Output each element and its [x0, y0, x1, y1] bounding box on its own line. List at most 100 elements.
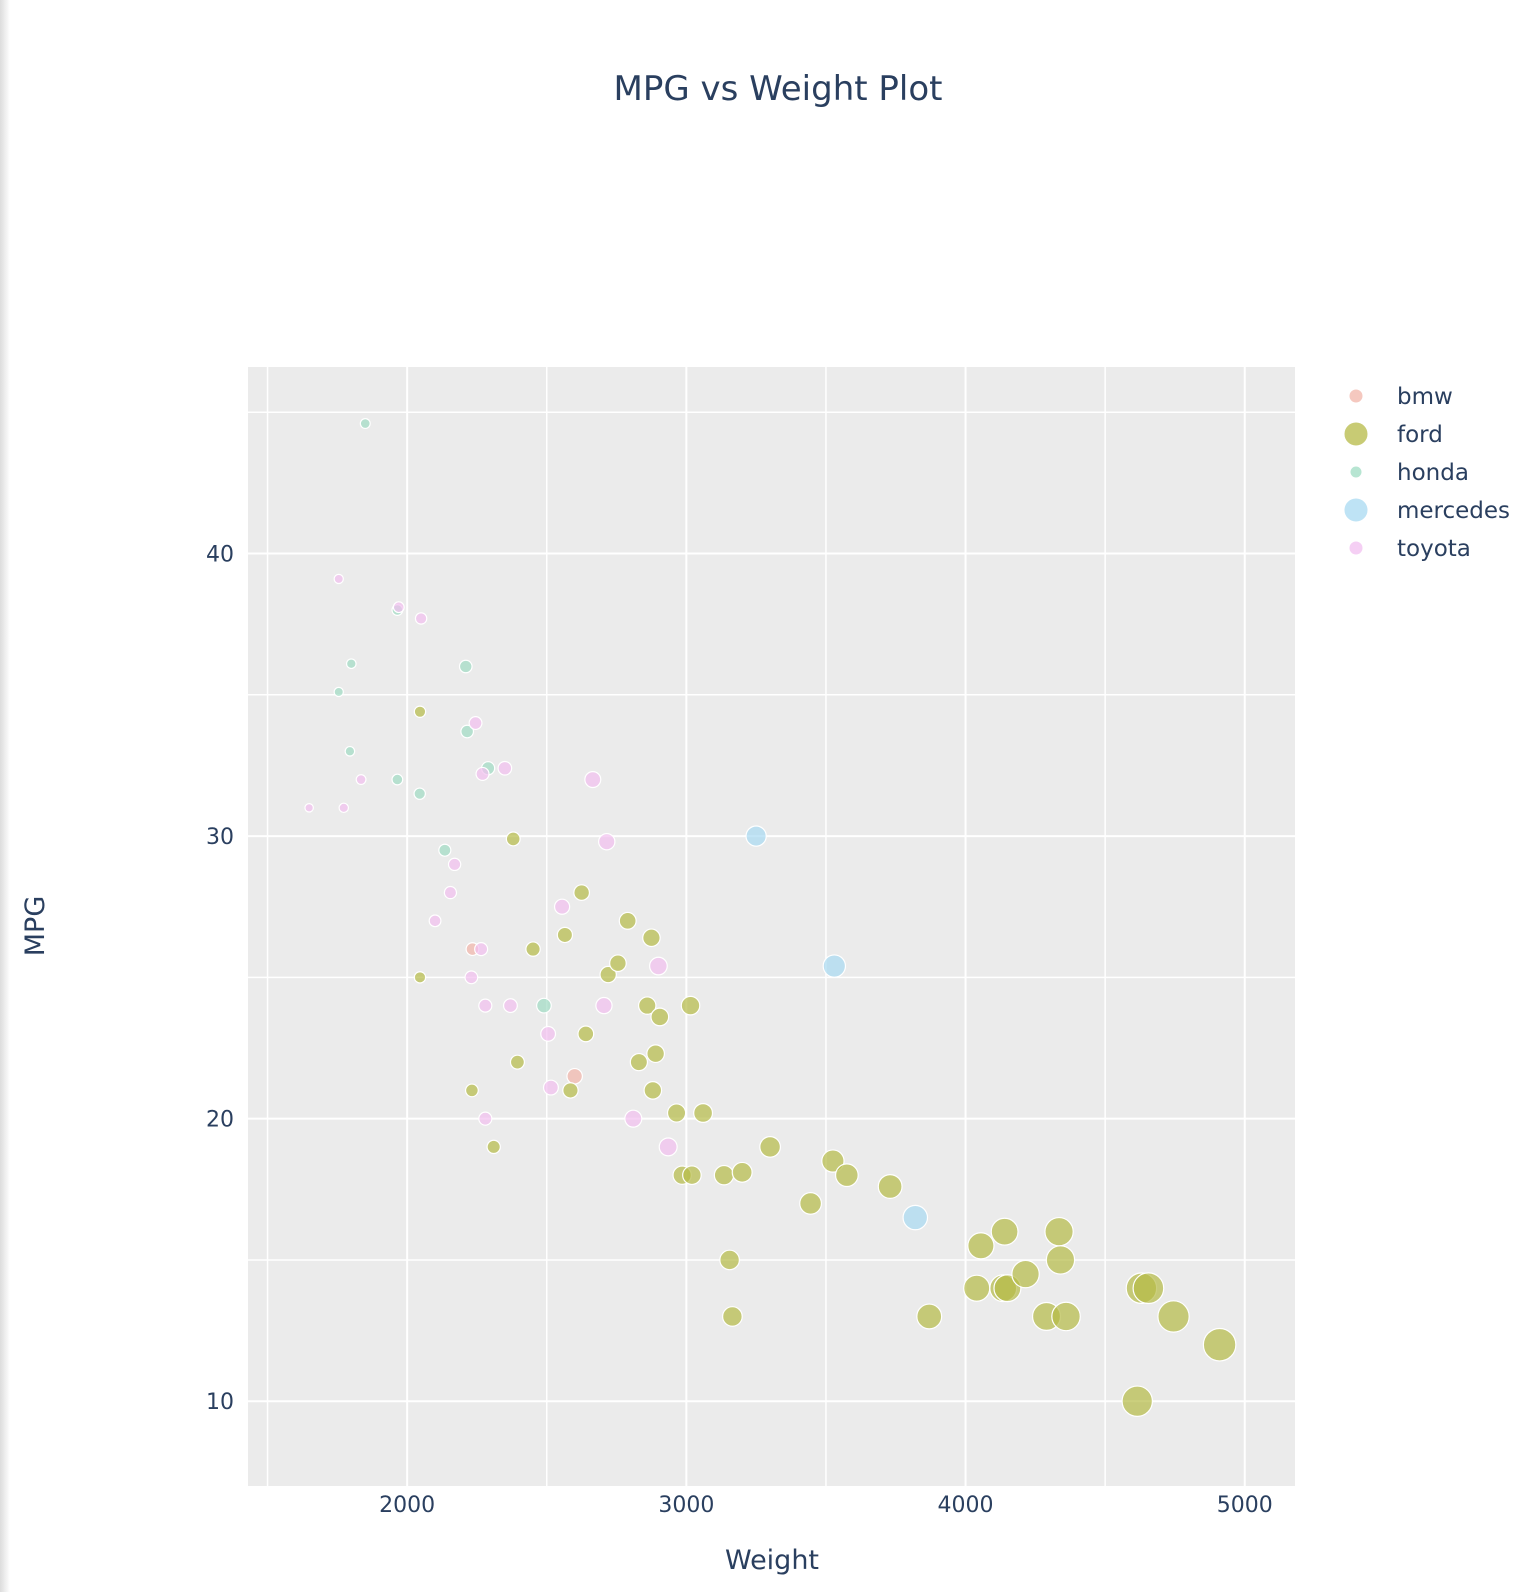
point-honda	[413, 787, 426, 800]
point-ford	[719, 1249, 740, 1271]
legend-marker-bmw	[1348, 388, 1364, 404]
y-tick-label: 20	[206, 1108, 234, 1133]
point-ford	[525, 941, 541, 957]
legend-label-honda: honda	[1397, 460, 1469, 486]
chart-title: MPG vs Weight Plot	[614, 69, 943, 109]
data-points	[304, 417, 1237, 1417]
gridlines	[248, 367, 1295, 1486]
point-toyota	[447, 857, 462, 872]
point-ford	[682, 1165, 702, 1186]
point-ford	[629, 1052, 649, 1072]
point-toyota	[598, 833, 616, 851]
point-ford	[990, 1217, 1019, 1246]
point-toyota	[542, 1079, 559, 1096]
legend-marker-honda	[1349, 465, 1363, 479]
point-ford	[413, 705, 427, 718]
point-toyota	[478, 998, 493, 1013]
point-ford	[413, 971, 427, 984]
legend-label-mercedes: mercedes	[1397, 498, 1510, 524]
point-ford	[1121, 1385, 1154, 1417]
point-honda	[344, 745, 356, 757]
point-ford	[642, 928, 661, 948]
y-tick-label: 30	[206, 825, 234, 850]
point-toyota	[658, 1137, 678, 1157]
legend-marker-toyota	[1348, 540, 1364, 556]
point-toyota	[649, 956, 668, 976]
legend-label-ford: ford	[1397, 422, 1443, 448]
y-axis-ticks: 10 20 30 40	[206, 543, 234, 1416]
point-ford	[799, 1191, 823, 1215]
point-ford	[577, 1025, 595, 1043]
x-tick-label: 2000	[379, 1493, 435, 1518]
point-honda	[333, 686, 344, 698]
point-honda	[458, 659, 473, 674]
point-ford	[609, 954, 627, 973]
point-honda	[359, 417, 371, 430]
point-bmw	[566, 1067, 583, 1085]
point-ford	[599, 965, 617, 984]
point-ford	[646, 1044, 666, 1064]
x-tick-label: 3000	[658, 1493, 714, 1518]
point-ford	[821, 1149, 845, 1173]
point-ford	[731, 1161, 753, 1183]
y-tick-label: 40	[206, 543, 234, 568]
point-honda	[345, 658, 357, 670]
window-left-edge	[0, 0, 10, 1592]
point-ford	[680, 995, 701, 1016]
legend-label-toyota: toyota	[1397, 536, 1471, 562]
point-ford	[1157, 1300, 1190, 1333]
point-ford	[1011, 1259, 1040, 1289]
point-ford	[509, 1054, 525, 1070]
point-ford	[877, 1173, 903, 1199]
point-toyota	[502, 998, 518, 1014]
point-ford	[486, 1139, 501, 1155]
point-mercedes	[902, 1204, 929, 1231]
point-toyota	[595, 996, 613, 1015]
point-ford	[562, 1082, 579, 1099]
point-toyota	[624, 1109, 643, 1128]
point-ford	[1202, 1327, 1237, 1362]
point-ford	[650, 1007, 670, 1027]
point-ford	[666, 1103, 687, 1123]
point-ford	[637, 996, 657, 1015]
point-toyota	[468, 716, 483, 731]
point-ford	[556, 926, 574, 944]
legend-marker-mercedes	[1343, 497, 1369, 523]
x-axis-label: Weight	[725, 1545, 819, 1576]
point-ford	[1132, 1272, 1165, 1305]
point-toyota	[584, 771, 602, 789]
point-honda	[438, 843, 452, 857]
legend: bmw ford honda mercedes toyota	[1343, 384, 1510, 562]
point-toyota	[414, 612, 428, 625]
point-toyota	[304, 803, 314, 813]
x-tick-label: 5000	[1217, 1493, 1273, 1518]
point-ford	[464, 1083, 479, 1098]
y-axis-label: MPG	[20, 896, 51, 957]
legend-marker-ford	[1343, 421, 1369, 447]
point-ford	[967, 1232, 995, 1260]
point-toyota	[478, 1111, 493, 1126]
point-toyota	[428, 914, 442, 928]
x-tick-label: 4000	[938, 1493, 994, 1518]
point-toyota	[464, 970, 479, 985]
point-ford	[1045, 1245, 1076, 1275]
point-ford	[834, 1163, 859, 1188]
point-toyota	[443, 885, 458, 900]
point-toyota	[553, 898, 571, 915]
point-honda	[391, 773, 404, 786]
point-ford	[693, 1102, 714, 1124]
point-ford	[916, 1303, 943, 1330]
point-ford	[505, 831, 521, 847]
y-tick-label: 10	[206, 1390, 234, 1415]
point-ford	[722, 1306, 743, 1327]
legend-label-bmw: bmw	[1397, 384, 1453, 410]
point-toyota	[540, 1025, 557, 1042]
point-mercedes	[822, 954, 847, 978]
point-toyota	[497, 760, 513, 776]
point-ford	[759, 1136, 781, 1158]
point-ford	[618, 911, 637, 930]
point-ford	[713, 1164, 735, 1186]
point-ford	[643, 1081, 663, 1100]
point-ford	[963, 1274, 991, 1302]
